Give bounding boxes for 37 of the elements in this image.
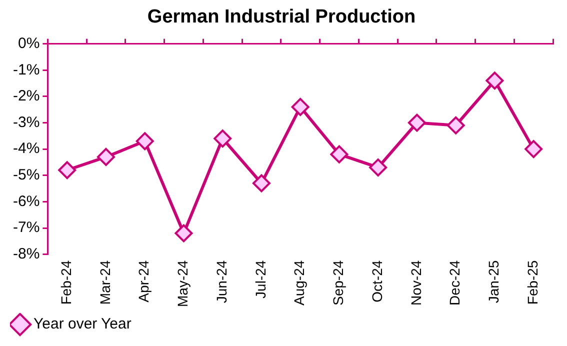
point [524, 140, 543, 158]
x-tick-label: Apr-24 [136, 260, 152, 302]
y-tick-label: -2% [12, 88, 40, 105]
y-tick-label: -8% [12, 245, 40, 262]
x-tick-label: Jan-25 [486, 260, 502, 304]
x-tick-label: Feb-25 [524, 260, 540, 305]
y-tick-label: -6% [12, 192, 40, 210]
x-tick-label: Jul-24 [252, 260, 268, 298]
point [58, 161, 76, 180]
y-tick-label: -1% [12, 61, 40, 78]
point [136, 132, 154, 150]
point [330, 145, 348, 164]
point [486, 72, 504, 90]
point [96, 148, 115, 166]
x-tick-label: Dec-24 [446, 260, 463, 306]
y-tick-label: -5% [12, 166, 40, 184]
legend-label: Year over Year [34, 316, 132, 333]
point [174, 224, 193, 242]
y-tick-label: -4% [12, 140, 40, 158]
x-tick-label: Jun-24 [213, 260, 230, 304]
point [369, 158, 388, 176]
chart-title: German Industrial Production [147, 6, 416, 28]
x-tick-label: Nov-24 [408, 260, 424, 306]
y-tick-label: 0% [18, 34, 40, 52]
x-tick-label: Oct-24 [368, 260, 385, 302]
point [252, 174, 270, 192]
point [291, 98, 310, 116]
point [214, 130, 232, 148]
point [446, 116, 465, 134]
x-tick-label: May-24 [174, 260, 191, 308]
x-tick-label: Sep-24 [330, 260, 346, 306]
x-tick-label: Mar-24 [96, 260, 113, 305]
x-tick-label: Aug-24 [291, 260, 308, 306]
point [408, 114, 426, 132]
y-tick-label: -3% [12, 114, 40, 131]
x-tick-label: Feb-24 [58, 260, 74, 305]
y-tick-label: -7% [12, 219, 40, 236]
